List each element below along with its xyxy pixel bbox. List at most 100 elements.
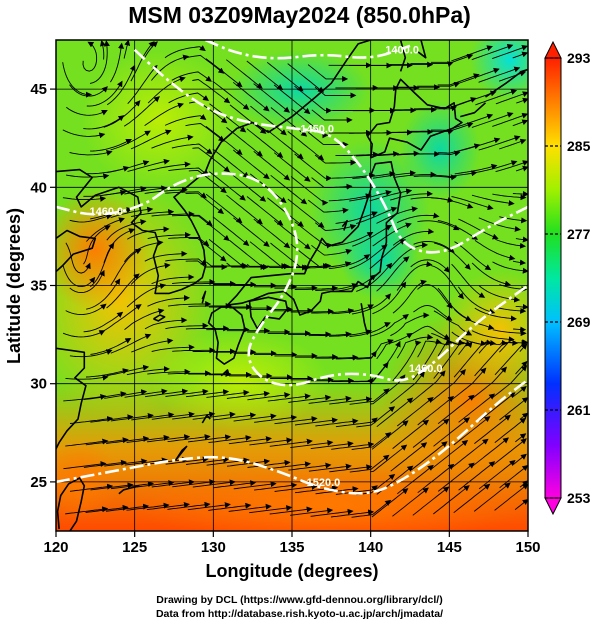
streamline (63, 393, 107, 402)
streamline (431, 197, 474, 209)
coastline-segment (207, 306, 246, 365)
streamline (247, 459, 291, 468)
y-tick-label: 45 (30, 81, 47, 98)
y-axis: 25 30 35 40 45 (30, 81, 56, 491)
streamline (417, 81, 461, 88)
streamline (185, 54, 225, 74)
streamline (290, 308, 334, 315)
streamline (126, 434, 170, 443)
coastline-segment (118, 485, 140, 495)
streamline (110, 206, 154, 219)
streamline (331, 232, 374, 247)
streamline (65, 506, 109, 515)
streamline (453, 483, 491, 514)
contour-label: 1450.0 (300, 123, 334, 135)
streamline (417, 338, 453, 358)
height-contours (56, 40, 528, 495)
colorbar-ramp (544, 57, 562, 499)
streamline (144, 102, 184, 126)
streamline (250, 105, 287, 136)
streamline (205, 58, 243, 88)
streamline (267, 129, 304, 160)
streamline (83, 391, 127, 401)
colorbar: 253 261 269 277 285 293 (544, 40, 591, 516)
streamline (85, 504, 129, 513)
streamline (151, 479, 195, 488)
streamline (356, 406, 396, 428)
streamline (172, 347, 216, 354)
streamline (437, 287, 472, 321)
streamline (165, 456, 209, 465)
streamline (499, 397, 528, 421)
streamline (246, 196, 284, 226)
streamline (498, 70, 527, 82)
streamline (146, 501, 190, 511)
streamline (392, 419, 430, 449)
streamline (86, 217, 125, 242)
streamline (229, 104, 267, 134)
streamline (171, 71, 212, 82)
colorbar-tick-label: 253 (567, 490, 591, 506)
streamline (167, 301, 212, 307)
streamline (397, 464, 434, 495)
streamline (514, 498, 528, 511)
streamline (410, 370, 446, 403)
x-tick-label: 145 (437, 539, 462, 556)
streamline (390, 442, 428, 472)
streamline (164, 45, 206, 59)
coastline-segment (174, 445, 188, 461)
streamline (165, 388, 209, 397)
streamline (376, 332, 413, 360)
streamline (104, 389, 148, 399)
streamline (226, 458, 271, 467)
streamline (147, 231, 191, 240)
streamline (437, 394, 475, 425)
streamline (513, 326, 527, 333)
streamline (515, 433, 527, 443)
streamline (478, 285, 521, 303)
streamline (90, 414, 134, 423)
streamline (124, 457, 168, 466)
coastline-segment (399, 40, 407, 72)
streamline (331, 172, 376, 179)
streamline (168, 236, 210, 247)
streamline (475, 160, 518, 174)
streamline (437, 73, 480, 86)
streamline (431, 332, 472, 347)
streamline (287, 131, 325, 161)
temperature-field: 1400.0 1450.0 1460.0 1460.0 1520.0 (56, 40, 528, 531)
streamline (474, 307, 517, 322)
streamline (69, 150, 113, 156)
streamline (131, 338, 174, 353)
streamline (124, 388, 168, 398)
coastline-segment (341, 219, 348, 231)
streamline (453, 309, 495, 331)
y-axis-label: Latitude (degrees) (4, 208, 24, 364)
colorbar-tick-label: 261 (567, 402, 591, 418)
streamline (515, 236, 528, 243)
streamline (437, 462, 475, 492)
streamline (311, 109, 353, 124)
streamline (185, 192, 224, 215)
streamline (294, 417, 338, 426)
contour-labels: 1400.0 1450.0 1460.0 1460.0 1520.0 (90, 45, 443, 489)
contour-label: 1460.0 (90, 206, 124, 218)
colorbar-tick-label: 269 (567, 314, 591, 330)
streamline (145, 388, 189, 398)
streamline (83, 311, 124, 333)
streamline (433, 485, 470, 515)
streamline (492, 365, 528, 398)
gridlines (56, 40, 528, 531)
streamline (229, 240, 267, 270)
coastline-segment (56, 477, 86, 531)
streamline (417, 395, 455, 426)
streamline (267, 393, 311, 402)
streamline (167, 370, 212, 377)
streamline (478, 66, 521, 83)
streamline (471, 330, 515, 343)
streamline (66, 173, 110, 180)
streamline (392, 487, 429, 517)
streamline (90, 139, 132, 152)
streamline (186, 456, 230, 465)
streamline (171, 143, 213, 155)
